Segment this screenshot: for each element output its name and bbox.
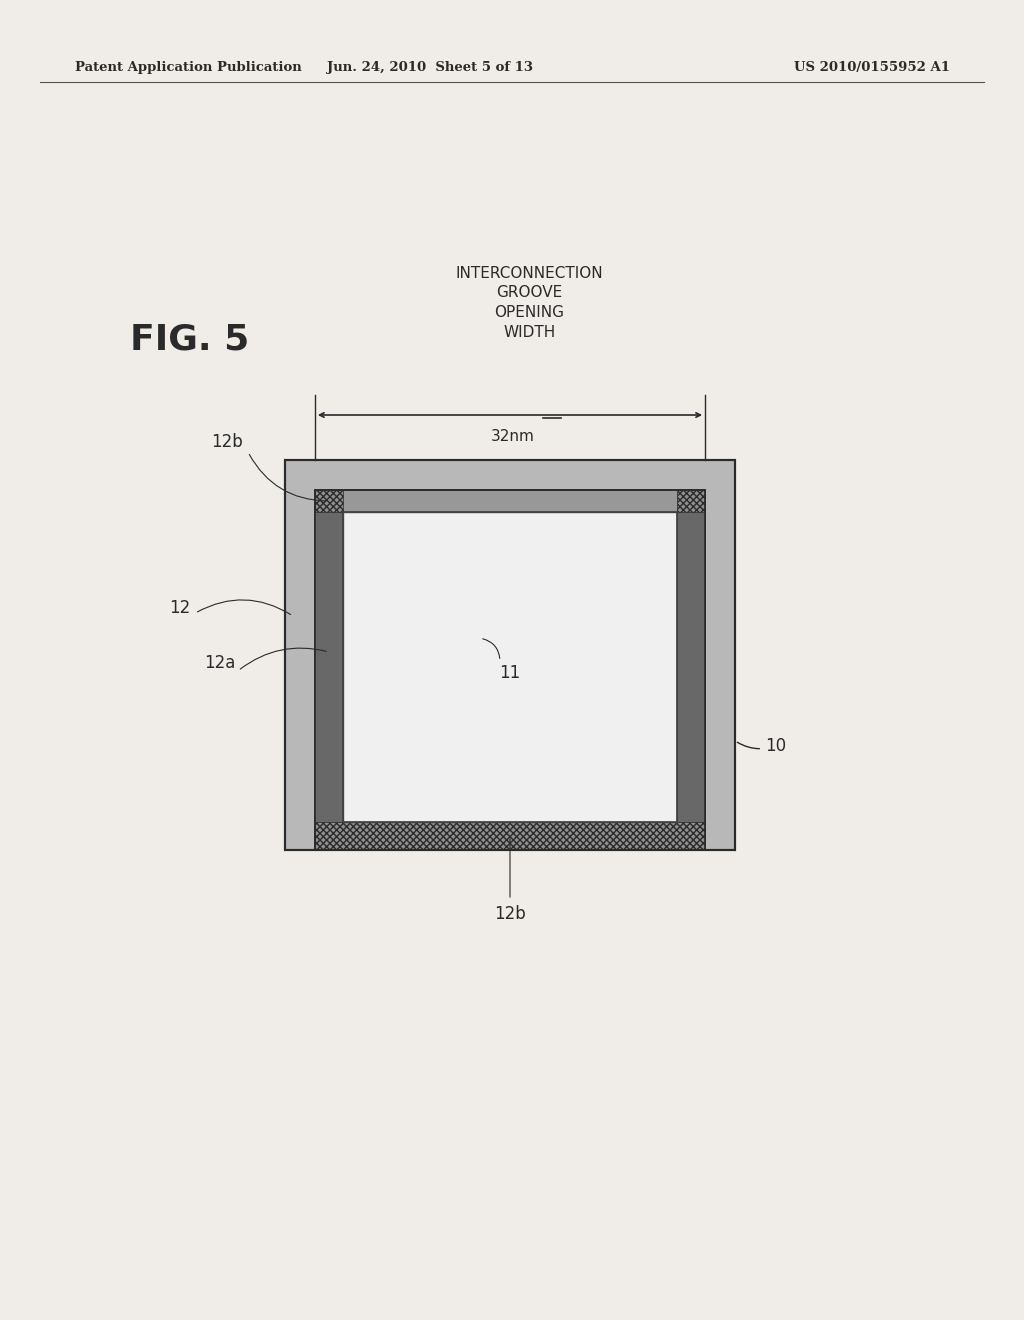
Text: 12: 12	[169, 599, 190, 618]
Text: 11: 11	[500, 664, 520, 682]
Bar	[285, 459, 735, 850]
Text: Patent Application Publication: Patent Application Publication	[75, 62, 302, 74]
Text: FIG. 5: FIG. 5	[130, 323, 249, 356]
Bar	[677, 490, 705, 850]
Bar	[315, 490, 343, 512]
Bar	[343, 512, 677, 822]
Bar	[315, 490, 705, 850]
Bar	[343, 512, 677, 822]
Bar	[677, 490, 705, 512]
Text: 32nm: 32nm	[490, 429, 535, 444]
Text: 10: 10	[737, 737, 786, 755]
Bar	[315, 822, 705, 850]
Bar	[315, 490, 343, 850]
Text: INTERCONNECTION
GROOVE
OPENING
WIDTH: INTERCONNECTION GROOVE OPENING WIDTH	[456, 265, 603, 341]
Text: 12b: 12b	[211, 433, 243, 451]
Bar	[315, 490, 705, 850]
Text: 12b: 12b	[495, 906, 526, 923]
Text: US 2010/0155952 A1: US 2010/0155952 A1	[794, 62, 950, 74]
Text: 12a: 12a	[204, 653, 234, 672]
Text: Jun. 24, 2010  Sheet 5 of 13: Jun. 24, 2010 Sheet 5 of 13	[327, 62, 534, 74]
Bar	[315, 822, 705, 850]
Bar	[285, 459, 735, 850]
